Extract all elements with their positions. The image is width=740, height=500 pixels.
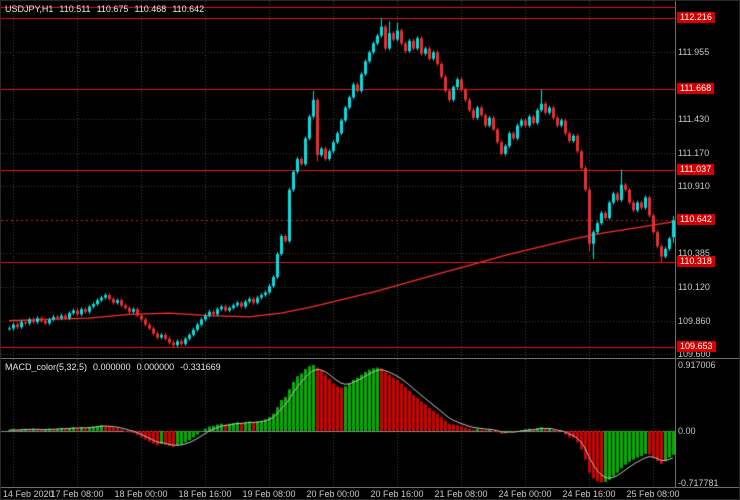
time-label: 18 Feb 16:00 [178, 489, 232, 499]
macd-histogram[interactable] [1, 359, 675, 487]
time-label: 19 Feb 08:00 [242, 489, 296, 499]
time-label: 21 Feb 08:00 [434, 489, 488, 499]
price-label: 109.600 [678, 349, 711, 360]
price-label: 110.120 [678, 282, 710, 293]
symbol-timeframe: USDJPY,H1 [5, 4, 54, 14]
ohlc-open: 110.511 [59, 4, 91, 14]
indicator-axis: 0.917006 0.00 -0.717781 [676, 359, 739, 488]
indicator-axis-label: 0.00 [678, 425, 696, 436]
price-axis-divider [675, 1, 676, 487]
level-price-flag: 111.668 [677, 82, 715, 94]
price-label: 111.170 [678, 147, 710, 158]
time-label: 20 Feb 16:00 [370, 489, 424, 499]
indicator-axis-label: -0.717781 [678, 477, 719, 488]
time-label: 18 Feb 00:00 [114, 489, 168, 499]
level-price-flag: 111.037 [677, 163, 715, 175]
time-label: 14 Feb 2020 [3, 489, 54, 499]
price-axis[interactable]: 111.955 111.430 111.170 110.910 110.385 110.1… [676, 1, 739, 360]
time-axis[interactable]: 14 Feb 2020 17 Feb 08:00 18 Feb 00:00 18 Fe… [1, 488, 739, 499]
chart-title: USDJPY,H1 110.511 110.675 110.468 110.642 [5, 4, 210, 14]
time-label: 20 Feb 00:00 [306, 489, 360, 499]
price-label: 110.910 [678, 180, 710, 191]
time-label: 17 Feb 08:00 [50, 489, 104, 499]
panel-separator-bottom [1, 487, 739, 488]
price-label: 111.955 [678, 46, 710, 57]
indicator-value-1: 0.000000 [93, 362, 131, 372]
current-price-flag: 110.642 [677, 214, 715, 226]
indicator-axis-label: 0.917006 [678, 359, 716, 370]
indicator-name: MACD_color(5,32,5) [5, 362, 88, 372]
ohlc-close: 110.642 [172, 4, 205, 14]
time-label: 24 Feb 00:00 [498, 489, 552, 499]
indicator-value-2: 0.000000 [136, 362, 175, 372]
price-label: 110.385 [678, 248, 710, 259]
indicator-label: MACD_color(5,32,5) 0.000000 0.000000 -0.331… [5, 362, 227, 372]
time-label: 24 Feb 16:00 [562, 489, 616, 499]
price-label: 111.430 [678, 114, 710, 125]
time-label: 25 Feb 08:00 [626, 489, 680, 499]
ohlc-low: 110.468 [134, 4, 167, 14]
price-label: 109.860 [678, 315, 711, 326]
candlestick-chart[interactable] [1, 1, 675, 358]
indicator-value-3: -0.331669 [180, 362, 221, 372]
level-price-flag: 109.653 [677, 341, 716, 353]
panel-separator-top [1, 358, 739, 359]
ohlc-high: 110.675 [96, 4, 129, 14]
level-price-flag: 112.216 [677, 12, 715, 24]
level-price-flag: 110.318 [677, 255, 715, 267]
